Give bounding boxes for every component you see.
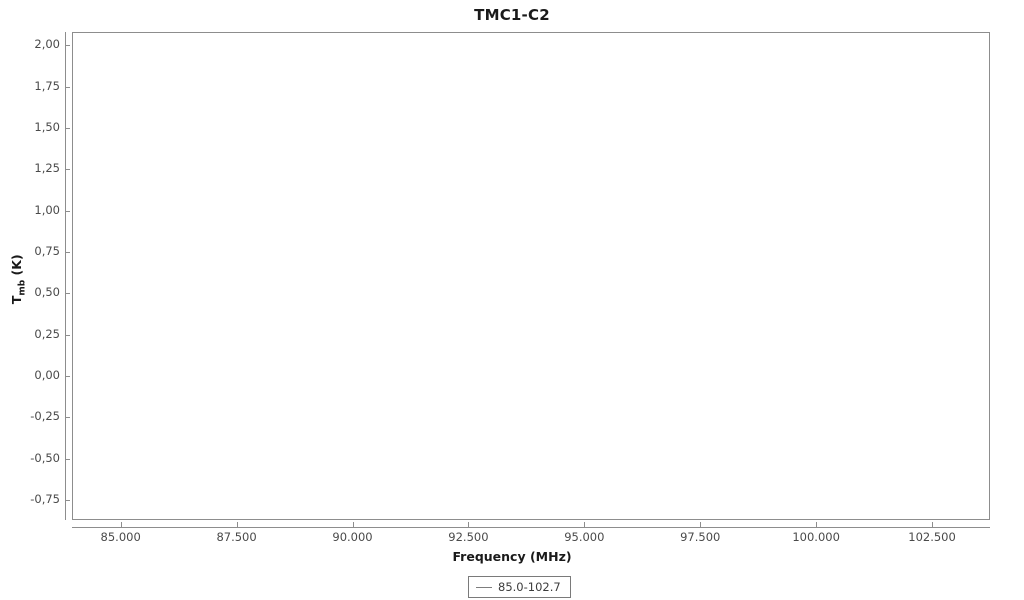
y-axis-spine	[65, 32, 66, 520]
y-axis-label-unit: (K)	[8, 254, 24, 280]
x-tick-label: 97.500	[680, 530, 721, 544]
y-tick-label: 2,00	[34, 37, 60, 52]
y-tick-label: 1,75	[34, 78, 60, 93]
y-tick-mark	[66, 500, 70, 502]
y-tick-label: -0,75	[30, 492, 60, 507]
x-tick-label: 90.000	[332, 530, 373, 544]
y-tick-label: 0,75	[34, 244, 60, 258]
y-tick-mark	[66, 45, 70, 47]
x-tick-mark	[816, 522, 818, 527]
plot-frame-border	[72, 32, 990, 520]
legend-entry-label: 85.0-102.7	[498, 580, 561, 594]
y-tick-mark	[66, 127, 70, 129]
x-tick-label: 87.500	[216, 530, 257, 544]
x-tick-mark	[700, 522, 702, 527]
y-tick-label: -0,50	[30, 450, 60, 465]
y-tick-mark	[66, 86, 70, 88]
y-tick-mark	[66, 458, 70, 460]
y-tick-mark	[66, 210, 70, 212]
x-tick-mark	[468, 522, 470, 527]
y-tick-label: 0,00	[34, 368, 60, 383]
y-tick-label: 1,00	[34, 202, 60, 217]
x-tick-mark	[236, 522, 238, 527]
y-axis-label-main: T	[8, 295, 24, 305]
y-tick-label: 0,50	[34, 285, 60, 300]
x-tick-label: 85.000	[100, 530, 141, 544]
y-tick-mark	[66, 293, 70, 295]
x-tick-label: 100.000	[792, 530, 840, 544]
x-tick-mark	[584, 522, 586, 527]
legend-line-marker-icon	[476, 586, 492, 588]
y-tick-mark	[66, 376, 70, 378]
y-tick-mark	[66, 252, 70, 253]
x-axis-spine	[72, 527, 990, 528]
y-axis-label: Tmb (K)	[9, 239, 28, 319]
y-tick-label: -0,25	[30, 409, 60, 424]
y-tick-mark	[66, 417, 70, 419]
legend-box[interactable]: 85.0-102.7	[468, 576, 571, 598]
x-tick-label: 95.000	[564, 530, 605, 544]
x-tick-label: 102.500	[908, 530, 956, 544]
chart-title: TMC1-C2	[474, 6, 550, 24]
y-tick-label: 1,25	[34, 161, 60, 176]
y-axis-label-subscript: mb	[17, 279, 28, 296]
y-tick-mark	[66, 334, 70, 336]
x-tick-mark	[932, 522, 934, 527]
y-tick-mark	[66, 169, 70, 171]
x-axis-label: Frequency (MHz)	[452, 549, 572, 564]
y-axis-tick-labels: 2,00 1,75 1,50 1,25 1,00 0,75 0,50 0,25 0,00 -0,2…	[0, 0, 60, 600]
x-tick-label: 92.500	[448, 530, 489, 544]
y-tick-label: 0,25	[34, 326, 60, 341]
y-tick-label: 1,50	[34, 119, 60, 134]
x-tick-mark	[352, 522, 354, 527]
x-tick-mark	[120, 522, 122, 527]
